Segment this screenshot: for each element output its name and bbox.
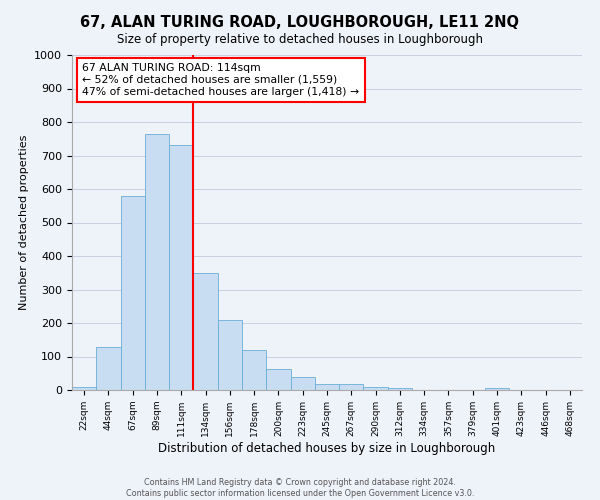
Text: Size of property relative to detached houses in Loughborough: Size of property relative to detached ho… [117, 32, 483, 46]
Bar [242, 350, 266, 390]
Bar [364, 386, 388, 390]
X-axis label: Distribution of detached houses by size in Loughborough: Distribution of detached houses by size … [158, 442, 496, 454]
Bar [266, 369, 290, 390]
Bar [121, 196, 145, 390]
Bar [290, 378, 315, 390]
Y-axis label: Number of detached properties: Number of detached properties [19, 135, 29, 310]
Text: 67, ALAN TURING ROAD, LOUGHBOROUGH, LE11 2NQ: 67, ALAN TURING ROAD, LOUGHBOROUGH, LE11… [80, 15, 520, 30]
Bar [169, 146, 193, 390]
Text: Contains HM Land Registry data © Crown copyright and database right 2024.
Contai: Contains HM Land Registry data © Crown c… [126, 478, 474, 498]
Bar [315, 384, 339, 390]
Bar [145, 134, 169, 390]
Bar [72, 386, 96, 390]
Bar [485, 388, 509, 390]
Bar [388, 388, 412, 390]
Bar [339, 384, 364, 390]
Bar [96, 347, 121, 390]
Bar [218, 320, 242, 390]
Text: 67 ALAN TURING ROAD: 114sqm
← 52% of detached houses are smaller (1,559)
47% of : 67 ALAN TURING ROAD: 114sqm ← 52% of det… [82, 64, 359, 96]
Bar [193, 273, 218, 390]
